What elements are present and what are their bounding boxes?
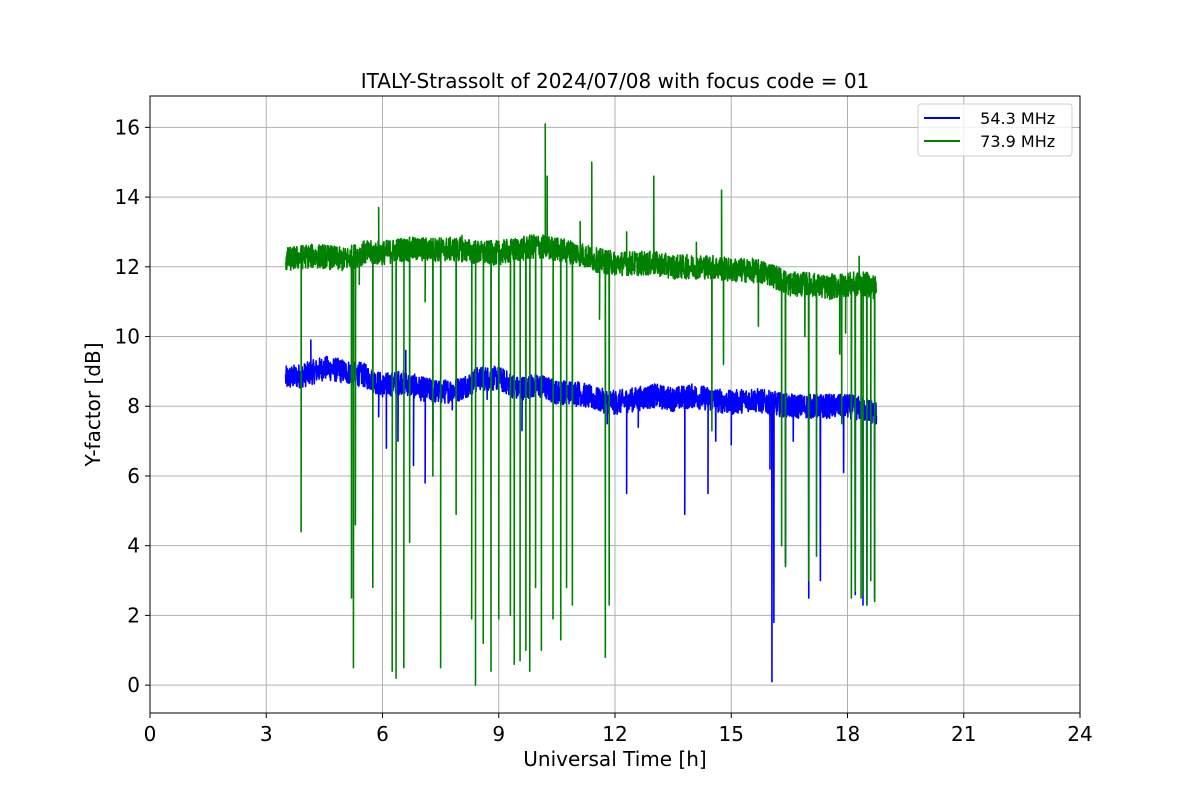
y-tick-label: 4 bbox=[127, 534, 140, 558]
legend: 54.3 MHz 73.9 MHz bbox=[917, 103, 1073, 157]
y-axis-label: Y-factor [dB] bbox=[81, 342, 105, 467]
x-tick-label: 6 bbox=[376, 722, 389, 746]
y-tick-label: 0 bbox=[127, 673, 140, 697]
series-layer bbox=[284, 123, 878, 686]
legend-label-73-mhz: 73.9 MHz bbox=[970, 132, 1055, 151]
x-tick-label: 9 bbox=[492, 722, 505, 746]
chart-title: ITALY-Strassolt of 2024/07/08 with focus… bbox=[361, 69, 870, 93]
y-tick-label: 6 bbox=[127, 464, 140, 488]
x-tick-label: 12 bbox=[602, 722, 627, 746]
x-tick-label: 15 bbox=[719, 722, 744, 746]
x-tick-label: 24 bbox=[1067, 722, 1092, 746]
x-axis-ticks: 0 3 6 9 12 15 18 21 24 bbox=[144, 713, 1093, 746]
series-line-1 bbox=[284, 123, 878, 686]
y-tick-label: 16 bbox=[115, 115, 140, 139]
x-tick-label: 18 bbox=[835, 722, 860, 746]
series-line-0 bbox=[284, 339, 878, 683]
legend-label-54-mhz: 54.3 MHz bbox=[970, 109, 1055, 128]
x-tick-label: 21 bbox=[951, 722, 976, 746]
x-axis-label: Universal Time [h] bbox=[523, 747, 706, 771]
x-tick-label: 3 bbox=[260, 722, 273, 746]
y-tick-label: 12 bbox=[115, 255, 140, 279]
y-tick-label: 10 bbox=[115, 325, 140, 349]
y-tick-label: 8 bbox=[127, 394, 140, 418]
x-tick-label: 0 bbox=[144, 722, 157, 746]
y-tick-label: 14 bbox=[115, 185, 140, 209]
y-axis-ticks: 0 2 4 6 8 10 12 14 16 bbox=[115, 115, 150, 697]
y-tick-label: 2 bbox=[127, 603, 140, 627]
